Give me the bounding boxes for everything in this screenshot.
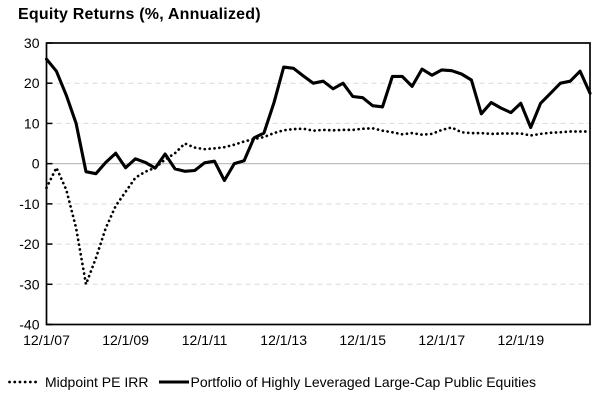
dotted-line-icon (8, 380, 38, 384)
svg-text:10: 10 (24, 115, 40, 131)
svg-text:12/1/15: 12/1/15 (339, 332, 386, 348)
svg-text:12/1/17: 12/1/17 (418, 332, 465, 348)
svg-text:12/1/07: 12/1/07 (23, 332, 70, 348)
svg-text:12/1/19: 12/1/19 (497, 332, 544, 348)
svg-text:-10: -10 (19, 196, 39, 212)
svg-text:-20: -20 (19, 236, 39, 252)
chart-title: Equity Returns (%, Annualized) (18, 6, 261, 23)
svg-text:12/1/11: 12/1/11 (182, 332, 228, 348)
legend: Midpoint PE IRR Portfolio of Highly Leve… (7, 374, 611, 390)
svg-text:12/1/13: 12/1/13 (260, 332, 307, 348)
legend-item-midpoint-pe-irr: Midpoint PE IRR (7, 374, 148, 390)
svg-text:30: 30 (24, 35, 40, 51)
svg-text:12/1/09: 12/1/09 (102, 332, 149, 348)
svg-text:-40: -40 (19, 317, 39, 333)
legend-item-portfolio: Portfolio of Highly Leveraged Large-Cap … (159, 374, 536, 390)
legend-label-midpoint-pe-irr: Midpoint PE IRR (45, 374, 149, 390)
legend-label-portfolio: Portfolio of Highly Leveraged Large-Cap … (190, 374, 537, 390)
svg-text:20: 20 (24, 75, 40, 91)
svg-text:0: 0 (32, 156, 40, 172)
solid-line-icon (159, 380, 190, 384)
svg-text:-30: -30 (19, 276, 39, 292)
